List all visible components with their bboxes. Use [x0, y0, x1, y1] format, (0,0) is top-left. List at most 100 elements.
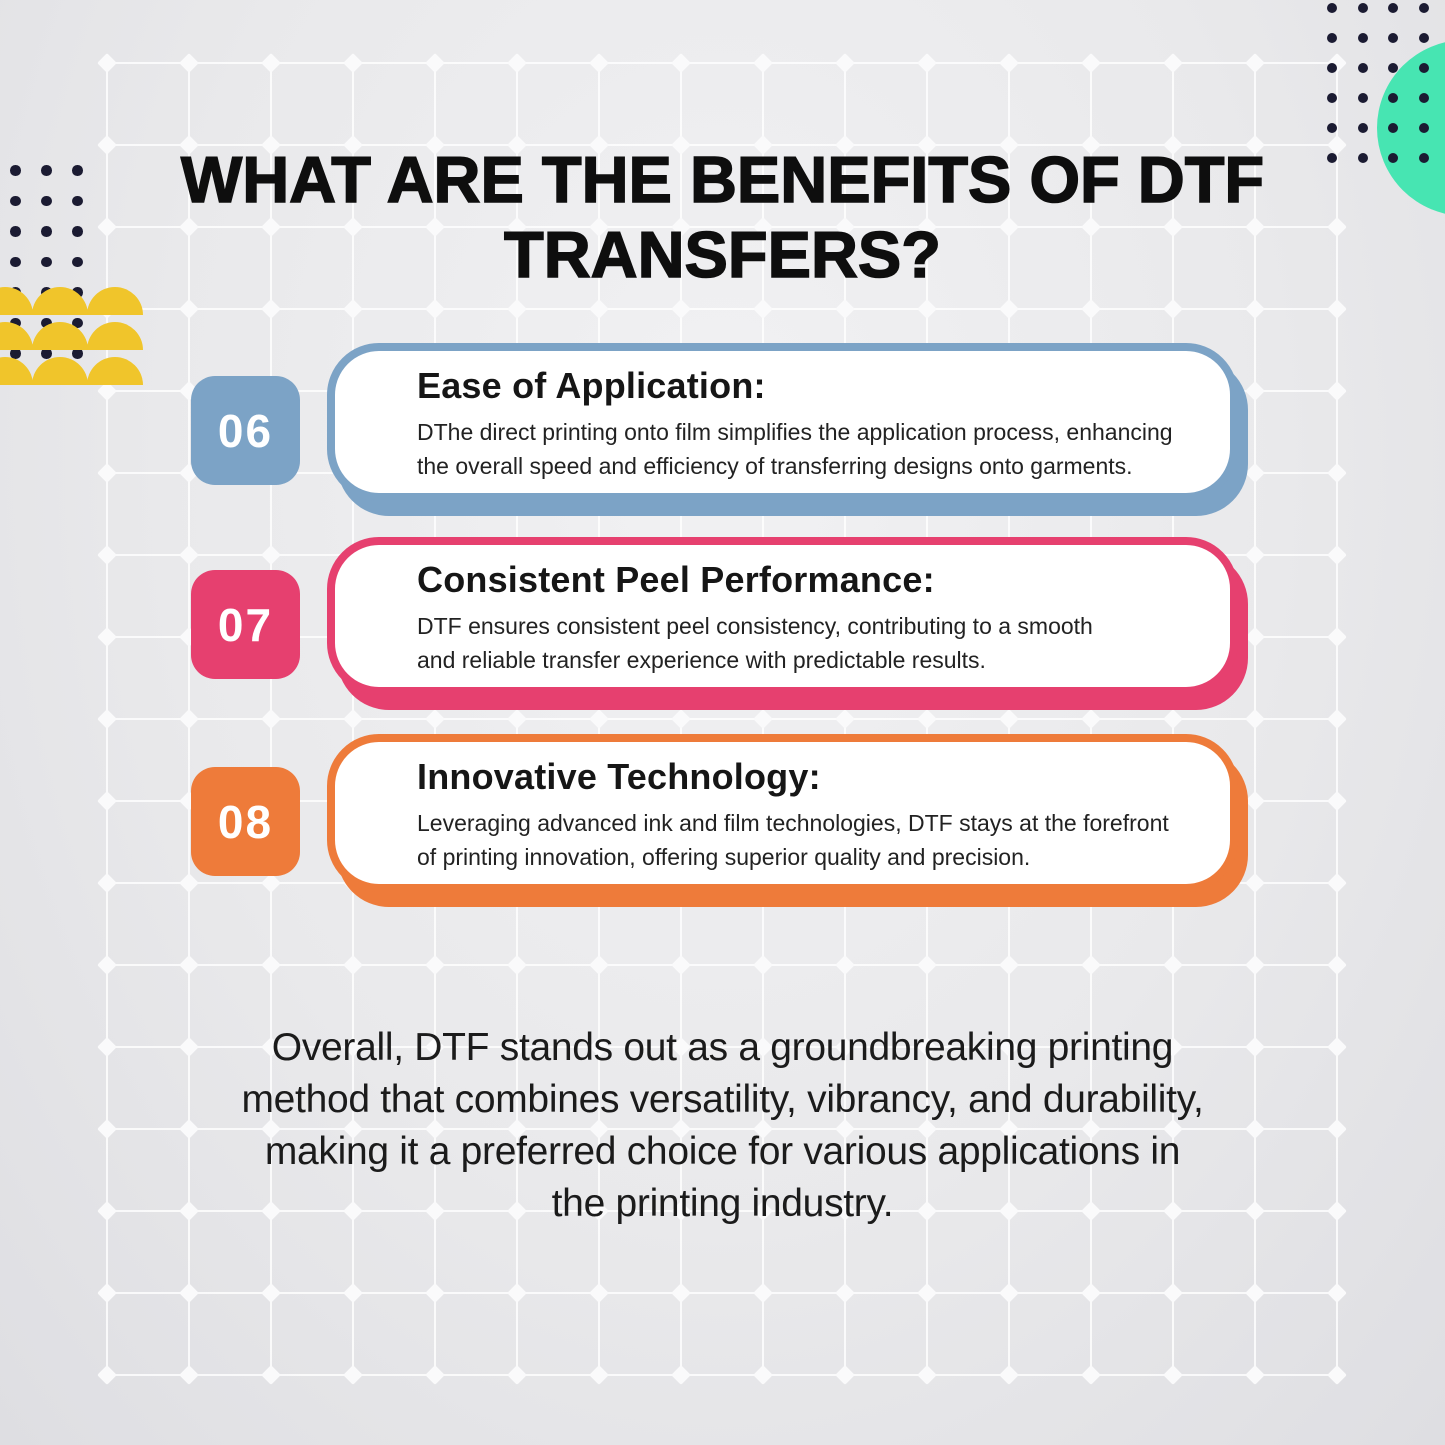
dot — [1357, 123, 1368, 133]
benefit-title: Ease of Application: — [417, 365, 766, 406]
grid-diamond — [835, 709, 855, 729]
grid-diamond — [1327, 709, 1347, 729]
benefit-description-line: Leveraging advanced ink and film technol… — [417, 810, 1169, 836]
grid-diamond — [835, 299, 855, 319]
grid-diamond — [671, 955, 691, 975]
grid-diamond — [343, 299, 363, 319]
grid-diamond — [97, 1365, 117, 1385]
grid-diamond — [589, 53, 609, 73]
grid-diamond — [1327, 1283, 1347, 1303]
grid-diamond — [589, 1283, 609, 1303]
grid-diamond — [589, 1365, 609, 1385]
grid-diamond — [1245, 1283, 1265, 1303]
dot — [41, 226, 52, 237]
grid-diamond — [343, 1365, 363, 1385]
dot — [10, 226, 21, 237]
dot — [72, 195, 83, 206]
conclusion-line: method that combines versatility, vibran… — [241, 1078, 1204, 1121]
benefit-card: Innovative Technology: Leveraging advanc… — [327, 734, 1238, 892]
benefit-description: DThe direct printing onto film simplifie… — [417, 415, 1194, 483]
grid-diamond — [1081, 1365, 1101, 1385]
grid-diamond — [179, 955, 199, 975]
dot — [1327, 153, 1337, 163]
dot — [1418, 63, 1429, 73]
grid-diamond — [917, 53, 937, 73]
dot — [1418, 153, 1429, 163]
dot — [1388, 33, 1398, 43]
dot — [41, 165, 52, 176]
grid-diamond — [425, 53, 445, 73]
grid-diamond — [917, 299, 937, 319]
benefit-description: DTF ensures consistent peel consistency,… — [417, 609, 1194, 677]
benefit-description-line: and reliable transfer experience with pr… — [417, 647, 986, 673]
grid-diamond — [1163, 53, 1183, 73]
grid-diamond — [507, 955, 527, 975]
grid-diamond — [1081, 1283, 1101, 1303]
benefit-title: Consistent Peel Performance: — [417, 559, 935, 600]
conclusion-paragraph: Overall, DTF stands out as a groundbreak… — [0, 1022, 1445, 1230]
grid-diamond — [343, 955, 363, 975]
grid-diamond — [1327, 955, 1347, 975]
grid-diamond — [1163, 299, 1183, 319]
grid-diamond — [589, 299, 609, 319]
grid-diamond — [1081, 299, 1101, 319]
grid-diamond — [589, 955, 609, 975]
dot — [41, 256, 52, 267]
dot — [1357, 153, 1368, 163]
benefit-description-line: of printing innovation, offering superio… — [417, 844, 1031, 870]
grid-diamond — [1163, 709, 1183, 729]
grid-diamond — [261, 709, 281, 729]
dot — [41, 317, 52, 328]
dot — [1327, 33, 1337, 43]
conclusion-line: making it a preferred choice for various… — [264, 1130, 1181, 1173]
dot — [72, 317, 83, 328]
page-title-line: WHAT ARE THE BENEFITS OF DTF — [180, 142, 1265, 217]
benefit-description: Leveraging advanced ink and film technol… — [417, 806, 1194, 874]
dot — [1388, 63, 1398, 73]
grid-diamond — [1245, 955, 1265, 975]
dot — [1327, 63, 1337, 73]
grid-diamond — [589, 709, 609, 729]
benefit-description-line: DTF ensures consistent peel consistency,… — [417, 613, 1093, 639]
grid-diamond — [917, 1365, 937, 1385]
dot — [1418, 93, 1429, 103]
grid-diamond — [1163, 955, 1183, 975]
dot — [1357, 63, 1368, 73]
grid-diamond — [261, 955, 281, 975]
grid-diamond — [507, 53, 527, 73]
grid-diamond — [179, 299, 199, 319]
dot — [1327, 93, 1337, 103]
dot — [1357, 33, 1368, 43]
grid-diamond — [179, 1283, 199, 1303]
grid-diamond — [1327, 299, 1347, 319]
dot — [10, 256, 21, 267]
grid-diamond — [917, 955, 937, 975]
grid-diamond — [999, 1365, 1019, 1385]
benefit-number-badge: 08 — [191, 767, 300, 876]
dot — [1357, 93, 1368, 103]
grid-diamond — [507, 1365, 527, 1385]
grid-diamond — [753, 709, 773, 729]
benefit-number-badge: 06 — [191, 376, 300, 485]
grid-diamond — [261, 1365, 281, 1385]
grid-diamond — [835, 955, 855, 975]
grid-diamond — [261, 299, 281, 319]
dot — [1388, 3, 1398, 13]
dot — [1327, 3, 1337, 13]
conclusion-line: the printing industry. — [551, 1182, 894, 1225]
grid-diamond — [999, 53, 1019, 73]
grid-diamond — [1245, 1365, 1265, 1385]
grid-diamond — [97, 955, 117, 975]
dot — [1357, 3, 1368, 13]
dot — [10, 348, 21, 359]
grid-diamond — [343, 709, 363, 729]
grid-diamond — [835, 53, 855, 73]
grid-diamond — [671, 709, 691, 729]
conclusion-line: Overall, DTF stands out as a groundbreak… — [271, 1026, 1174, 1069]
grid-diamond — [97, 709, 117, 729]
benefit-card: Ease of Application: DThe direct printin… — [327, 343, 1238, 501]
grid-diamond — [425, 709, 445, 729]
dot — [1418, 123, 1429, 133]
grid-diamond — [1245, 709, 1265, 729]
